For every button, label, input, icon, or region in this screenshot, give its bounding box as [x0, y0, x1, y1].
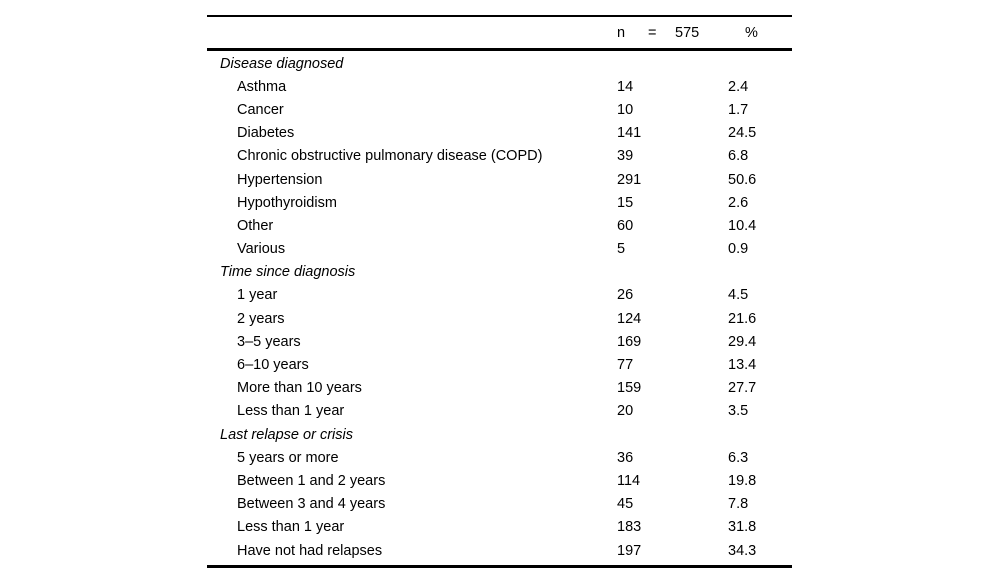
- row-label: Less than 1 year: [237, 403, 345, 420]
- section-row: Time since diagnosis: [207, 261, 792, 284]
- cell-n: 5: [617, 241, 626, 258]
- table-row: Hypertension 291 50.6: [207, 168, 792, 191]
- cell-percent: 29.4: [728, 333, 757, 350]
- section-row: Disease diagnosed: [207, 52, 792, 75]
- table-row: Less than 1 year 20 3.5: [207, 400, 792, 423]
- cell-percent: 4.5: [728, 287, 749, 304]
- cell-percent: 7.8: [728, 496, 749, 513]
- cell-n: 114: [617, 472, 641, 489]
- row-label: 1 year: [237, 287, 278, 304]
- row-label: Diabetes: [237, 125, 295, 142]
- cell-n: 14: [617, 78, 634, 95]
- cell-n: 141: [617, 125, 642, 142]
- row-label: 5 years or more: [237, 449, 339, 466]
- cell-percent: 0.9: [728, 241, 749, 258]
- row-label: Various: [237, 241, 286, 258]
- cell-n: 45: [617, 496, 634, 513]
- cell-n: 183: [617, 519, 642, 536]
- cell-percent: 24.5: [728, 125, 757, 142]
- header-n-label: n: [617, 24, 626, 41]
- header-equals-sign: =: [648, 24, 657, 41]
- table-row: Have not had relapses 197 34.3: [207, 539, 792, 562]
- cell-n: 169: [617, 333, 642, 350]
- cell-percent: 31.8: [728, 519, 757, 536]
- cell-percent: 10.4: [728, 217, 757, 234]
- row-label: More than 10 years: [237, 380, 362, 397]
- section-label: Time since diagnosis: [220, 264, 356, 281]
- cell-percent: 21.6: [728, 310, 757, 327]
- cell-n: 124: [617, 310, 642, 327]
- table-row: Other 60 10.4: [207, 214, 792, 237]
- row-label: Hypertension: [237, 171, 323, 188]
- cell-percent: 3.5: [728, 403, 749, 420]
- cell-n: 77: [617, 357, 634, 374]
- cell-n: 291: [617, 171, 642, 188]
- table-row: More than 10 years 159 27.7: [207, 377, 792, 400]
- row-label: Between 3 and 4 years: [237, 496, 386, 513]
- cell-percent: 50.6: [728, 171, 757, 188]
- cell-percent: 2.4: [728, 78, 749, 95]
- cell-percent: 34.3: [728, 542, 757, 559]
- table-row: Between 1 and 2 years 114 19.8: [207, 469, 792, 492]
- row-label: Other: [237, 217, 274, 234]
- cell-percent: 6.8: [728, 148, 749, 165]
- cell-n: 159: [617, 380, 642, 397]
- table-row: Cancer 10 1.7: [207, 98, 792, 121]
- cell-percent: 1.7: [728, 101, 749, 118]
- row-label: Have not had relapses: [237, 542, 383, 559]
- table-row: Asthma 14 2.4: [207, 75, 792, 98]
- cell-n: 60: [617, 217, 634, 234]
- section-row: Last relapse or crisis: [207, 423, 792, 446]
- table-row: 5 years or more 36 6.3: [207, 446, 792, 469]
- header-percent-label: %: [745, 24, 758, 41]
- cell-percent: 27.7: [728, 380, 757, 397]
- table-row: 3–5 years 169 29.4: [207, 330, 792, 353]
- table-row: Chronic obstructive pulmonary disease (C…: [207, 145, 792, 168]
- row-label: Chronic obstructive pulmonary disease (C…: [237, 148, 543, 165]
- table-row: Less than 1 year 183 31.8: [207, 516, 792, 539]
- row-label: 2 years: [237, 310, 285, 327]
- table-header-row: n = 575 %: [207, 17, 792, 51]
- cell-percent: 19.8: [728, 472, 757, 489]
- table-row: 1 year 26 4.5: [207, 284, 792, 307]
- cell-n: 197: [617, 542, 642, 559]
- cell-n: 26: [617, 287, 634, 304]
- cell-n: 36: [617, 449, 634, 466]
- cell-n: 15: [617, 194, 634, 211]
- table-row: 6–10 years 77 13.4: [207, 353, 792, 376]
- row-label: 3–5 years: [237, 333, 301, 350]
- table-row: Diabetes 141 24.5: [207, 122, 792, 145]
- row-label: 6–10 years: [237, 357, 309, 374]
- table-body: Disease diagnosed Asthma 14 2.4 Cancer 10 1.7 D…: [207, 51, 792, 565]
- table-row: Hypothyroidism 15 2.6: [207, 191, 792, 214]
- section-label: Disease diagnosed: [220, 55, 344, 72]
- table-row: 2 years 124 21.6: [207, 307, 792, 330]
- row-label: Hypothyroidism: [237, 194, 337, 211]
- row-label: Cancer: [237, 101, 284, 118]
- cell-n: 39: [617, 148, 634, 165]
- cell-percent: 6.3: [728, 449, 749, 466]
- cell-n: 20: [617, 403, 634, 420]
- cell-percent: 13.4: [728, 357, 757, 374]
- row-label: Less than 1 year: [237, 519, 345, 536]
- cell-percent: 2.6: [728, 194, 749, 211]
- table-row: Between 3 and 4 years 45 7.8: [207, 493, 792, 516]
- row-label: Between 1 and 2 years: [237, 472, 386, 489]
- row-label: Asthma: [237, 78, 287, 95]
- table-row: Various 5 0.9: [207, 238, 792, 261]
- header-sample-size: 575: [675, 24, 700, 41]
- frequency-table: n = 575 % Disease diagnosed Asthma 14 2.4 Ca…: [207, 15, 792, 569]
- section-label: Last relapse or crisis: [220, 426, 353, 443]
- cell-n: 10: [617, 101, 634, 118]
